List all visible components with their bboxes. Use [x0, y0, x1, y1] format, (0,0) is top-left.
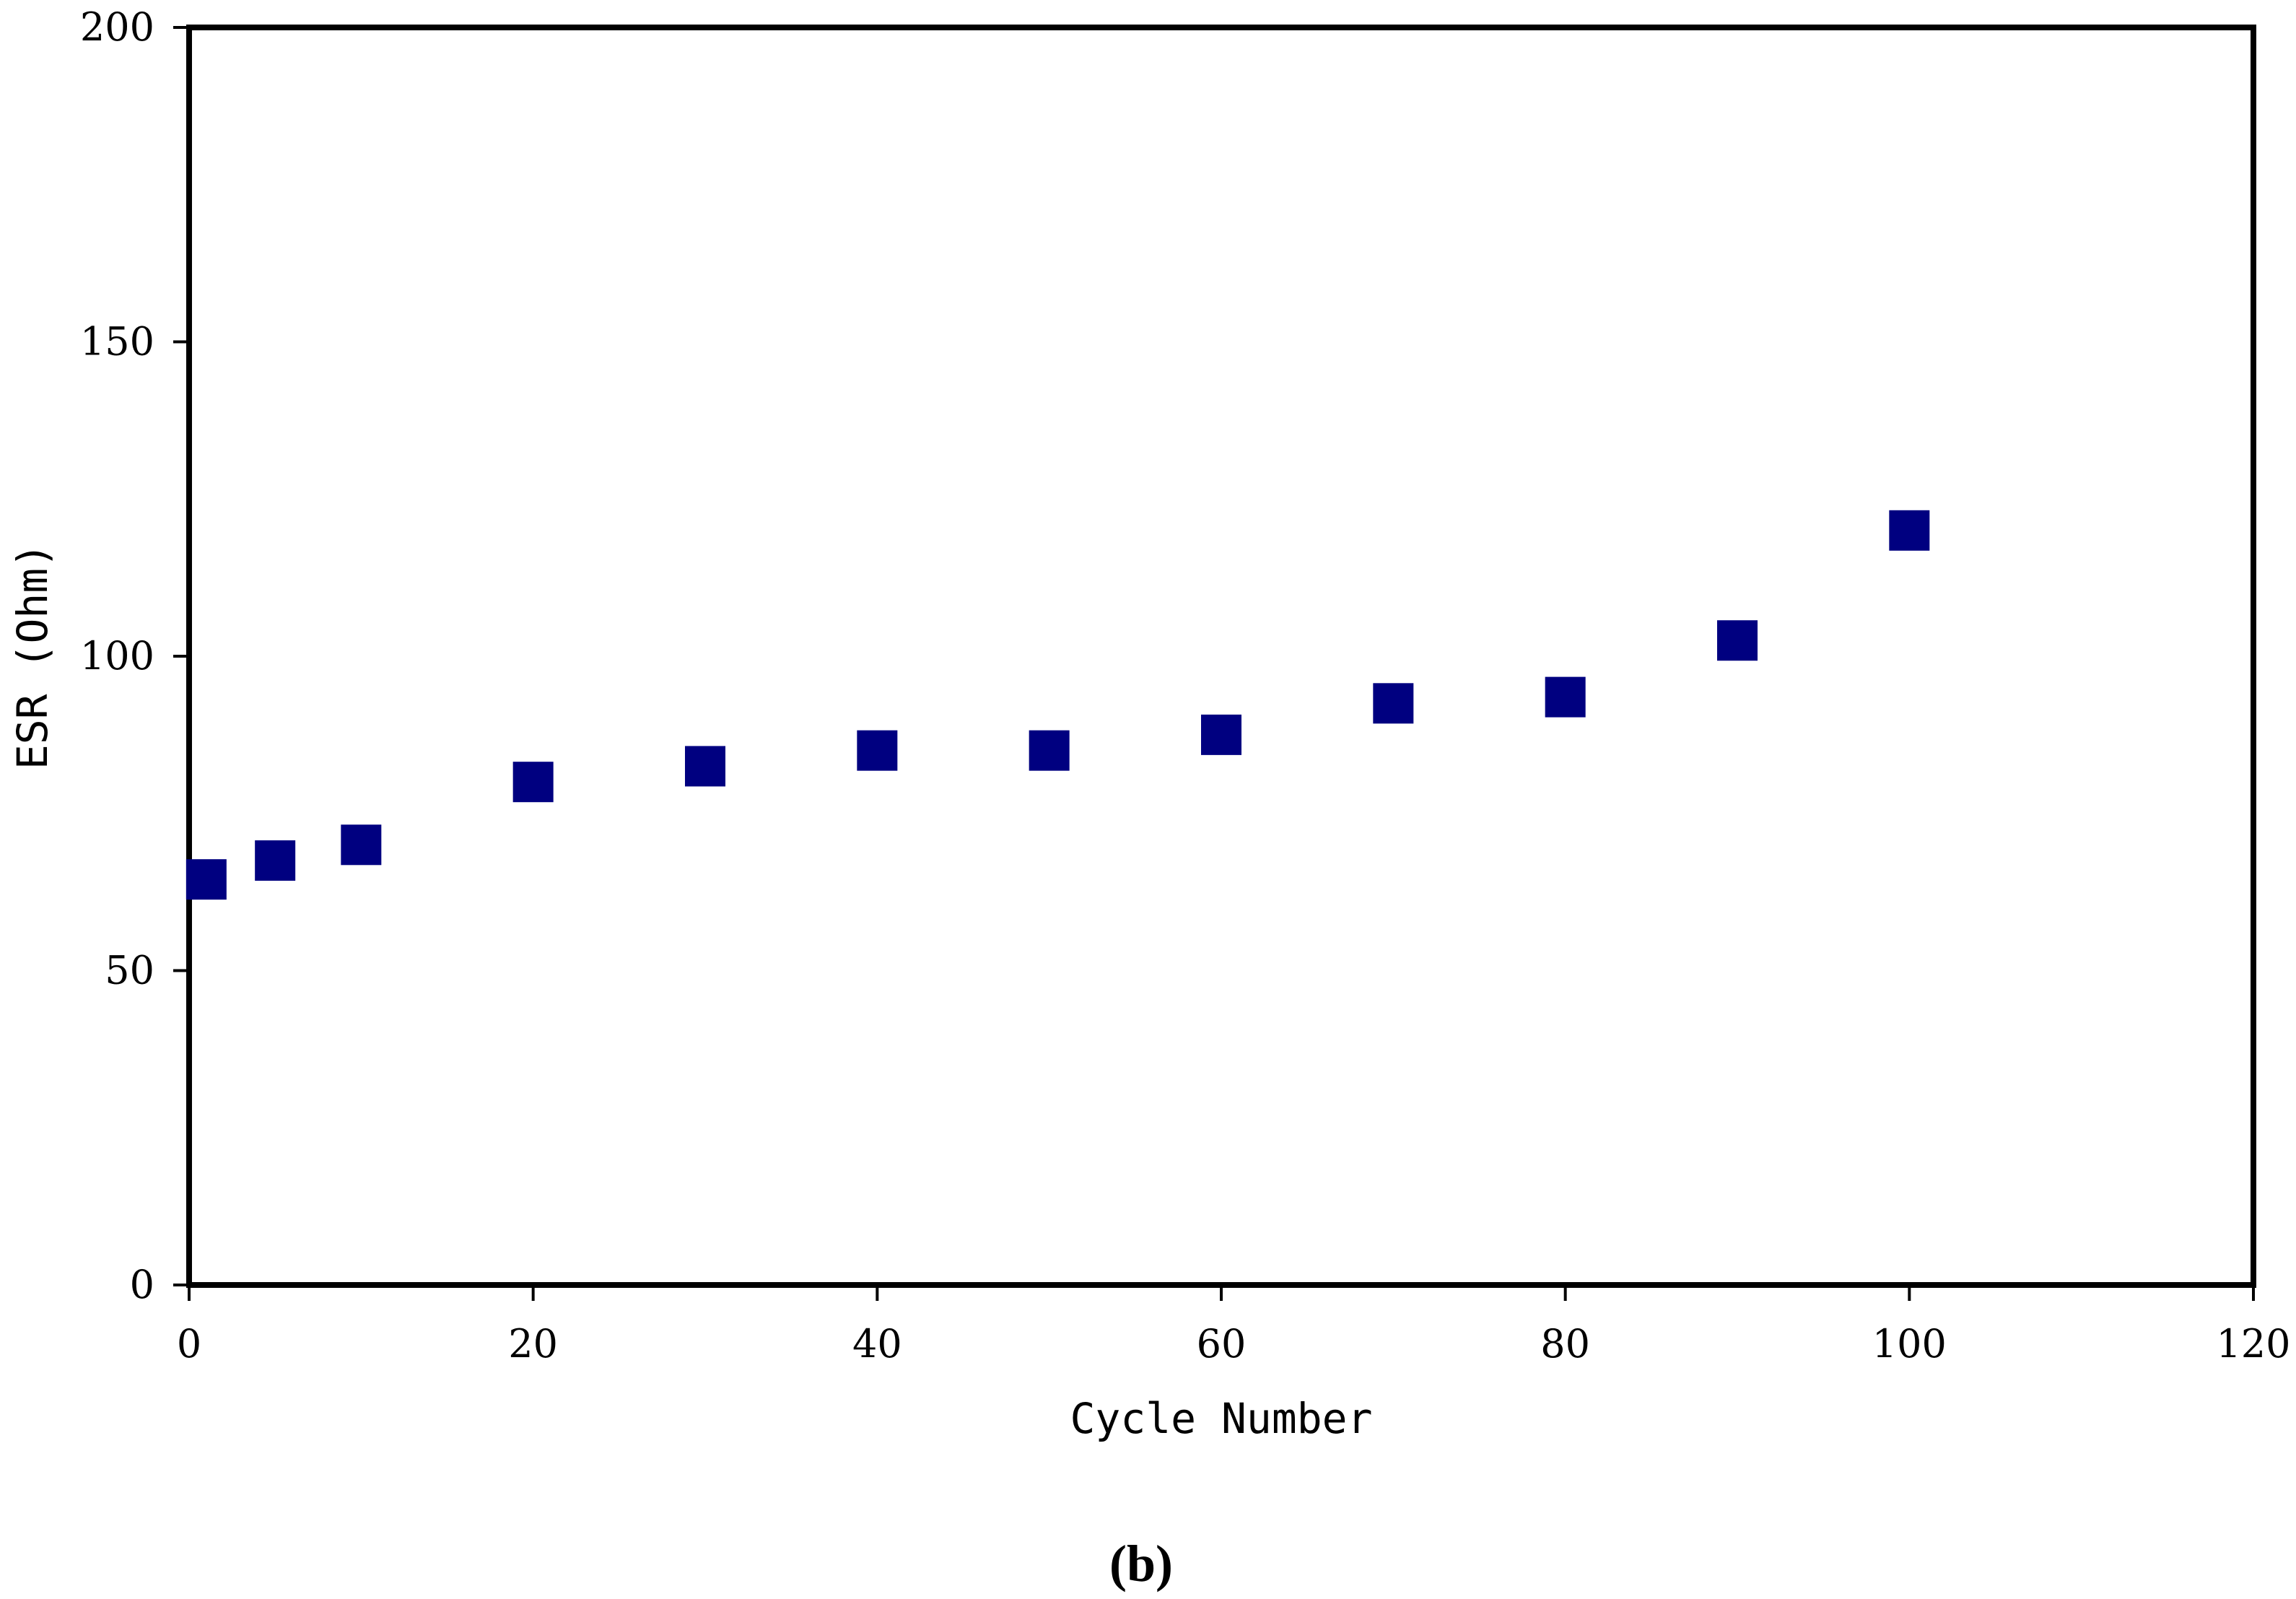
- x-tick-label: 100: [1872, 1321, 1947, 1367]
- x-tick-label: 60: [1197, 1321, 1247, 1367]
- data-point: [341, 824, 382, 866]
- x-tick-label: 80: [1540, 1321, 1590, 1367]
- x-axis-label: Cycle Number: [1070, 1394, 1372, 1443]
- y-tick-label: 200: [80, 4, 154, 50]
- y-tick-label: 150: [80, 319, 154, 365]
- data-point: [1717, 620, 1758, 661]
- data-point: [1201, 714, 1241, 755]
- data-point: [1373, 683, 1414, 724]
- x-tick-label: 0: [177, 1321, 201, 1367]
- y-tick-label: 50: [105, 948, 154, 993]
- y-tick-label: 100: [80, 633, 154, 679]
- data-points: [185, 510, 1930, 900]
- data-point: [857, 730, 898, 771]
- data-point: [1889, 510, 1930, 551]
- data-point: [255, 840, 296, 881]
- x-tick-label: 120: [2216, 1321, 2290, 1367]
- data-point: [685, 746, 725, 787]
- data-point: [1545, 676, 1586, 718]
- plot-frame: [186, 25, 2256, 1288]
- data-point: [512, 762, 554, 803]
- y-axis-label: ESR (Ohm): [8, 543, 57, 770]
- x-axis-ticks: 0 20 40 60 80 100 120: [177, 1285, 2291, 1367]
- data-point: [185, 859, 227, 900]
- x-tick-label: 40: [852, 1321, 902, 1367]
- data-point: [1029, 730, 1070, 771]
- panel-label: (b): [1109, 1535, 1173, 1593]
- x-tick-label: 20: [508, 1321, 558, 1367]
- y-axis-ticks: 0 50 100 150 200: [80, 4, 189, 1307]
- y-tick-label: 0: [130, 1262, 154, 1307]
